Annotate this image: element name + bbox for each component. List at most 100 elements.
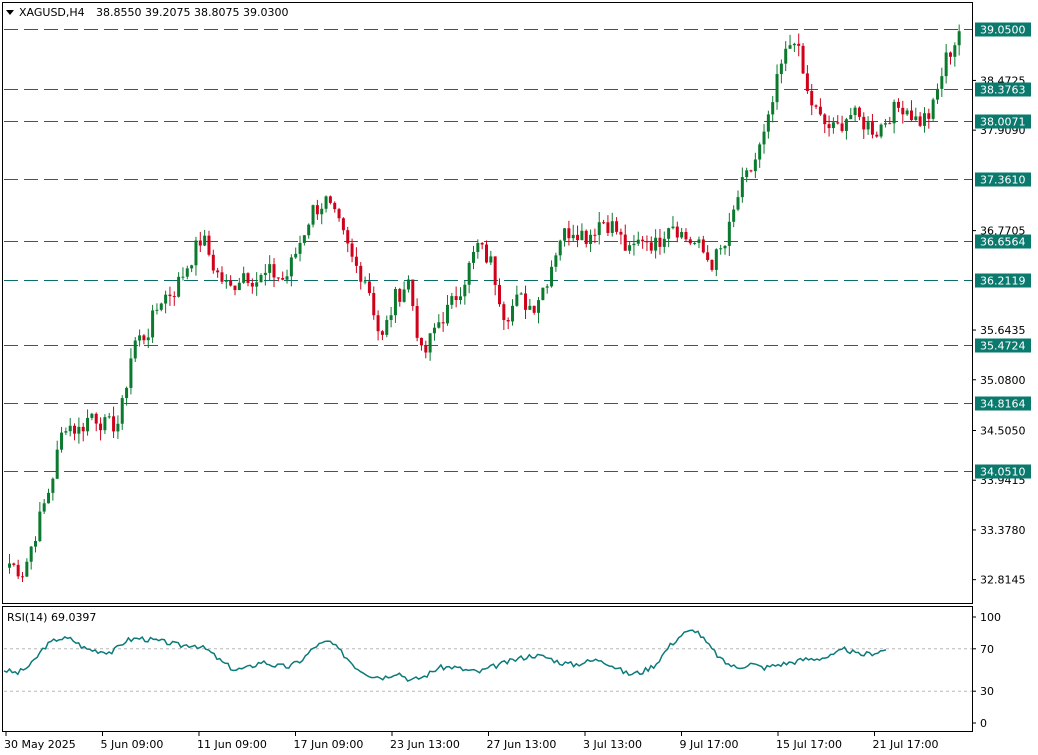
candle-body	[606, 222, 610, 233]
candle-body	[801, 45, 805, 74]
candle-body	[294, 253, 298, 258]
symbol-dropdown-icon[interactable]	[6, 10, 14, 15]
candle-body	[86, 417, 90, 432]
candle-body	[636, 239, 640, 244]
candle-body	[506, 320, 510, 322]
candle-body	[940, 76, 944, 89]
candle-body	[879, 124, 883, 137]
candle-body	[146, 337, 150, 341]
candle-body	[831, 122, 835, 129]
price-level-tag-label: 37.3610	[980, 174, 1026, 187]
candle-body	[684, 231, 688, 240]
chart-ohlc: 38.8550 39.2075 38.8075 39.0300	[96, 6, 288, 19]
candle-body	[320, 208, 324, 215]
candle-body	[693, 242, 697, 244]
candle-body	[576, 234, 580, 241]
candle-body	[710, 259, 714, 270]
candle-body	[480, 243, 484, 245]
candle-body	[237, 282, 241, 291]
candle-body	[914, 116, 918, 121]
candle-body	[628, 245, 632, 251]
candle-body	[190, 265, 194, 269]
candle-body	[112, 416, 116, 432]
candle-body	[8, 563, 11, 568]
rsi-level-lines	[4, 648, 972, 692]
price-level-tag-bg	[975, 172, 1031, 187]
price-tick-label: 35.6435	[980, 324, 1026, 337]
candlesticks	[8, 24, 961, 583]
candle-body	[849, 115, 853, 120]
candle-body	[537, 300, 541, 313]
candle-body	[888, 123, 892, 125]
price-level-tag-bg	[975, 273, 1031, 288]
candle-body	[81, 426, 85, 432]
price-level-tag-label: 38.0071	[980, 116, 1026, 129]
candle-body	[589, 234, 593, 245]
candle-body	[333, 202, 337, 210]
candle-body	[419, 337, 423, 346]
candle-body	[840, 123, 844, 131]
candle-body	[658, 237, 662, 247]
candle-body	[493, 256, 497, 285]
candle-body	[216, 270, 220, 273]
candle-body	[60, 432, 64, 450]
candle-body	[944, 52, 948, 77]
candle-body	[406, 279, 410, 290]
candle-body	[766, 114, 770, 132]
price-level-tag-label: 35.4724	[980, 340, 1026, 353]
candle-body	[16, 564, 20, 577]
time-tick-label: 30 May 2025	[4, 738, 76, 751]
candle-body	[380, 331, 384, 335]
candle-body	[701, 239, 705, 253]
candle-body	[896, 101, 900, 108]
price-level-tag: 35.4724	[975, 338, 1031, 353]
candle-body	[311, 205, 315, 225]
candle-body	[463, 284, 467, 297]
candle-body	[905, 110, 909, 115]
candle-body	[454, 296, 458, 301]
candle-body	[649, 242, 653, 251]
price-level-tag: 38.3763	[975, 82, 1031, 97]
candle-body	[51, 478, 55, 493]
price-tick-label: 32.8145	[980, 574, 1026, 587]
candle-body	[437, 322, 441, 328]
candle-body	[853, 107, 857, 116]
candle-body	[25, 561, 29, 577]
time-axis: 30 May 2025 5 Jun 09:00 11 Jun 09:00 17 Jun…	[4, 731, 938, 751]
candle-body	[372, 293, 376, 316]
price-level-tag-label: 36.6564	[980, 236, 1026, 249]
candle-body	[250, 282, 254, 287]
candle-body	[315, 205, 319, 215]
candle-body	[489, 256, 493, 263]
candle-body	[116, 423, 120, 432]
candle-body	[758, 144, 762, 160]
candle-body	[328, 196, 332, 203]
chart-symbol[interactable]: XAGUSD,H4	[19, 6, 85, 19]
candle-body	[862, 116, 866, 130]
rsi-axis: 100 70 30 0	[972, 611, 1001, 730]
price-level-tag-bg	[975, 114, 1031, 129]
candle-body	[21, 576, 25, 578]
candle-body	[818, 106, 822, 115]
candle-body	[471, 251, 475, 263]
candle-body	[224, 280, 228, 282]
price-level-tag: 38.0071	[975, 114, 1031, 129]
candle-body	[597, 222, 601, 235]
candle-body	[727, 221, 731, 246]
candle-body	[485, 244, 488, 263]
candle-body	[632, 243, 636, 246]
candle-body	[168, 294, 172, 297]
candle-body	[233, 285, 237, 291]
candle-body	[602, 222, 606, 224]
time-tick-label: 5 Jun 09:00	[101, 738, 164, 751]
price-level-tags: 39.0500 38.3763 38.0071 37.3610 36.6564 36.21…	[975, 22, 1031, 479]
candle-body	[918, 116, 922, 126]
candle-body	[103, 417, 107, 431]
candle-body	[836, 122, 840, 124]
price-level-tag-label: 34.0510	[980, 466, 1026, 479]
candle-body	[350, 243, 354, 257]
candle-body	[805, 73, 809, 91]
candle-body	[502, 304, 506, 321]
candle-body	[393, 289, 397, 316]
